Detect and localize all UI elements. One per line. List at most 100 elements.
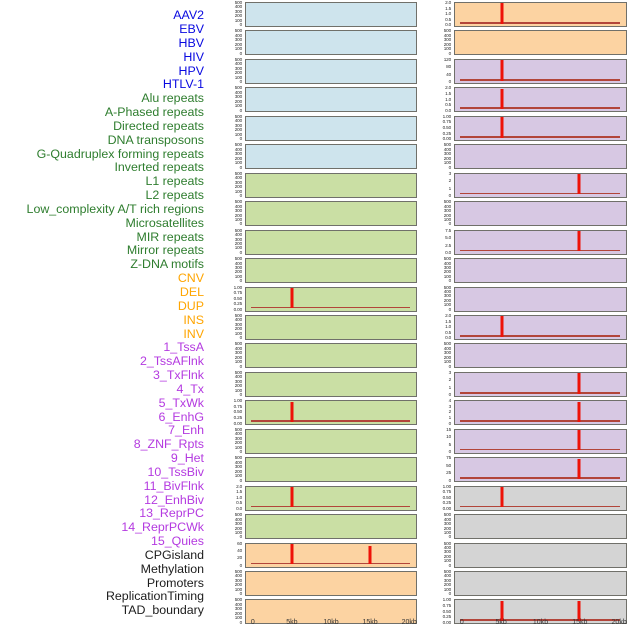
y-tick-label: 100 — [234, 217, 242, 223]
row-label: MIR repeats — [136, 229, 204, 244]
plot-panel — [245, 343, 417, 369]
y-tick-label: 300 — [234, 122, 242, 128]
y-tick-label: 400 — [443, 260, 451, 266]
y-tick-label: 0.25 — [442, 130, 452, 136]
y-axis-ticks: 500 400 300 200 100 0 — [219, 57, 243, 85]
row-label: Methylation — [140, 561, 204, 576]
y-tick-label: 300 — [234, 8, 242, 14]
x-axis-tick-label: 20kb — [611, 619, 627, 626]
plot-panel — [245, 371, 417, 397]
baseline — [460, 477, 621, 479]
y-tick-label: 0 — [239, 477, 243, 483]
spike-marker — [290, 543, 294, 565]
y-tick-label: 500 — [443, 142, 451, 148]
baseline — [460, 448, 621, 451]
row-label: Mirror repeats — [126, 243, 204, 258]
row-label: Z-DNA motifs — [130, 257, 204, 272]
y-tick-label: 500 — [234, 256, 242, 262]
y-tick-label: 2.0 — [236, 483, 242, 489]
y-tick-label: 500 — [234, 227, 242, 233]
y-tick-label: 0.0 — [236, 506, 242, 512]
y-tick-label: 4 — [448, 398, 452, 404]
y-tick-label: 400 — [443, 146, 451, 152]
y-tick-label: 200 — [443, 41, 451, 47]
plot-panel — [454, 314, 627, 340]
y-tick-label: 200 — [443, 297, 451, 303]
spike-marker — [500, 487, 504, 508]
y-tick-label: 100 — [234, 245, 242, 251]
y-tick-label: 400 — [234, 459, 242, 465]
x-axis-tick-label: 0 — [459, 619, 464, 626]
plot-panel — [454, 229, 627, 255]
y-tick-label: 200 — [234, 212, 242, 218]
row-label: 9_Het — [170, 451, 204, 466]
plot-panel — [245, 314, 417, 340]
y-tick-label: 300 — [443, 577, 451, 583]
plot-panel — [454, 400, 627, 426]
row-label: INV — [183, 326, 204, 341]
y-tick-label: 80 — [446, 64, 451, 70]
y-tick-label: 200 — [234, 525, 242, 531]
spike-marker — [290, 487, 294, 508]
y-tick-label: 100 — [443, 302, 451, 308]
y-tick-label: 0 — [239, 619, 243, 625]
y-axis-ticks: 7.5 5.0 2.5 0.0 — [428, 228, 451, 256]
row-label: 8_ZNF_Rpts — [133, 437, 204, 452]
x-axis-tick-label: 10kb — [323, 619, 339, 626]
y-tick-label: 500 — [443, 284, 451, 290]
y-tick-label: 0.75 — [442, 489, 452, 495]
y-tick-label: 300 — [234, 151, 242, 157]
plot-panel — [245, 58, 417, 84]
y-tick-label: 400 — [234, 374, 242, 380]
plot-panel — [245, 571, 417, 596]
y-axis-ticks: 500 400 300 200 100 0 — [428, 142, 451, 170]
y-tick-label: 400 — [234, 431, 242, 437]
y-tick-label: 50 — [446, 462, 451, 468]
y-tick-label: 400 — [234, 146, 242, 152]
y-tick-label: 0 — [448, 449, 452, 455]
y-tick-label: 300 — [234, 94, 242, 100]
y-tick-label: 0 — [239, 79, 243, 85]
y-tick-label: 0.00 — [442, 506, 452, 512]
y-axis-ticks: 2.0 1.5 1.0 0.5 0.0 — [428, 313, 451, 341]
y-tick-label: 0.50 — [233, 409, 243, 415]
plot-panel — [245, 542, 417, 568]
y-tick-label: 100 — [443, 160, 451, 166]
y-tick-label: 0.5 — [445, 102, 451, 108]
y-tick-label: 1.00 — [442, 113, 452, 119]
y-axis-ticks: 1.00 0.75 0.50 0.25 0.00 — [219, 398, 243, 426]
y-tick-label: 400 — [234, 118, 242, 124]
row-label: AAV2 — [173, 8, 204, 23]
y-tick-label: 0.75 — [442, 603, 452, 609]
y-tick-label: 200 — [234, 383, 242, 389]
y-tick-label: 20 — [237, 555, 242, 561]
y-tick-label: 2 — [448, 409, 452, 415]
baseline — [251, 420, 411, 422]
plot-panel — [245, 400, 417, 426]
y-tick-label: 2.5 — [445, 242, 451, 248]
row-label: L2 repeats — [145, 188, 204, 203]
y-tick-label: 0 — [448, 278, 452, 284]
y-tick-label: 300 — [234, 65, 242, 71]
y-tick-label: 100 — [234, 273, 242, 279]
y-tick-label: 0 — [239, 591, 243, 597]
row-label: 11_BivFlnk — [143, 478, 204, 493]
y-tick-label: 400 — [234, 61, 242, 67]
y-axis-ticks: 2.0 1.5 1.0 0.5 0.0 — [428, 85, 451, 113]
y-axis-ticks: 500 400 300 200 100 0 — [219, 227, 242, 256]
y-tick-label: 1.0 — [236, 494, 242, 500]
y-tick-label: 400 — [234, 232, 242, 238]
row-label: ReplicationTiming — [105, 589, 204, 604]
y-tick-label: 300 — [234, 236, 242, 242]
y-tick-label: 100 — [234, 46, 242, 52]
y-tick-label: 500 — [443, 199, 451, 205]
y-tick-label: 100 — [443, 558, 451, 564]
plot-panel — [245, 115, 417, 141]
spike-marker — [500, 117, 504, 138]
y-tick-label: 500 — [234, 142, 242, 148]
baseline — [460, 135, 621, 138]
y-tick-label: 500 — [234, 85, 242, 91]
y-tick-label: 0 — [239, 335, 243, 341]
